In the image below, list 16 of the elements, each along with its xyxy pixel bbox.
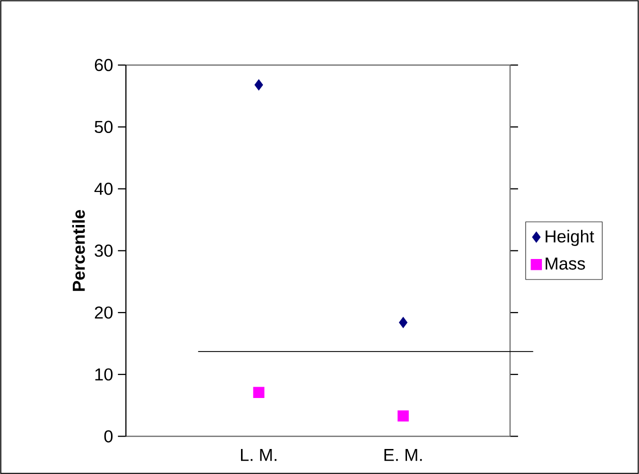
legend-label: Mass [546, 258, 585, 270]
y-tick-label: 10 [95, 368, 113, 380]
y-tick-label: 50 [94, 120, 113, 133]
y-tick-label: 60 [94, 58, 113, 72]
x-tick-label: E. M. [384, 448, 422, 461]
point [254, 79, 264, 90]
x-tick-label: L. M. [241, 448, 276, 461]
y-tick-label: 40 [94, 182, 113, 195]
point [398, 410, 409, 422]
point [398, 316, 408, 328]
y-tick-label: 0 [104, 430, 113, 442]
legend-label: Height [546, 230, 594, 246]
y-tick-label: 20 [94, 306, 113, 319]
y-tick-label: 30 [94, 244, 113, 257]
y-axis-title: Percentile [72, 210, 85, 291]
point [253, 386, 264, 398]
